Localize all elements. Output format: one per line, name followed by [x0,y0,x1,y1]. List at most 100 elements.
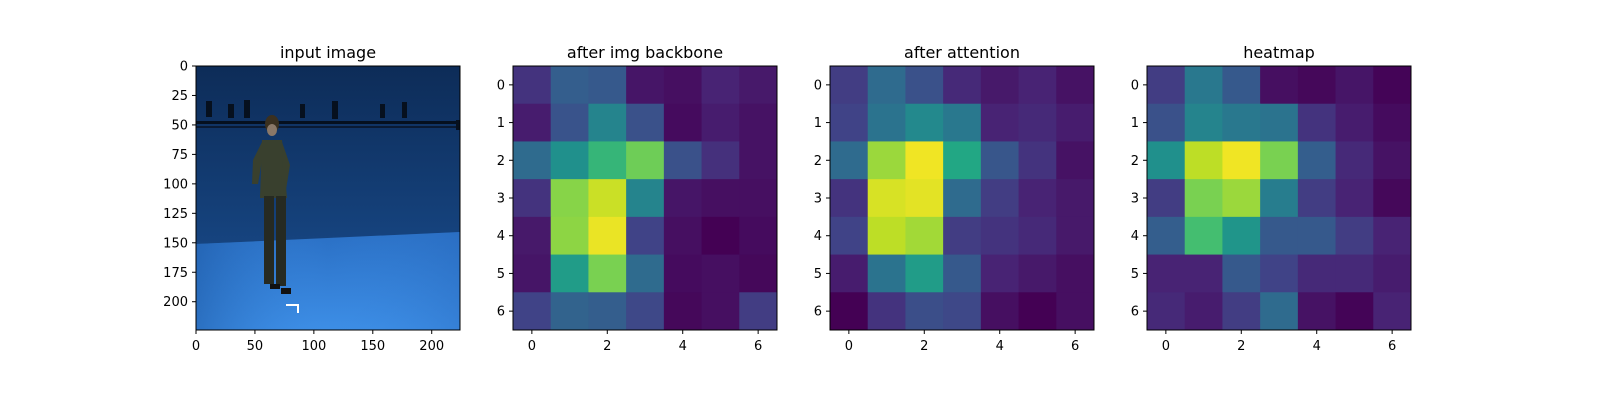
heatmap-cell [550,292,589,331]
heatmap-cell [588,292,627,331]
heatmap-cell [1018,292,1057,331]
x-tick-label: 4 [1313,339,1321,354]
heatmap-cell [1147,141,1186,180]
heatmap-cell [1018,66,1057,105]
axis-ticks: 0 2 4 6 0 1 2 3 4 5 6 [814,78,1080,354]
panel-input-image: input image [163,43,461,354]
heatmap-cell [701,141,740,180]
heatmap-cell [830,66,869,105]
heatmap-cell [513,141,552,180]
y-tick-label: 200 [163,295,188,310]
heatmap-cell [739,141,778,180]
y-tick-label: 6 [497,305,505,320]
y-tick-label: 5 [814,267,822,282]
x-tick-label: 6 [1388,339,1396,354]
heatmap-cells [513,66,778,331]
x-tick-label: 2 [1237,339,1245,354]
heatmap-cell [739,216,778,256]
heatmap-cell [1260,103,1299,142]
heatmap-cell [980,216,1020,256]
x-tick-label: 0 [528,339,536,354]
heatmap-cell [663,179,703,218]
heatmap-cell [663,66,703,105]
y-tick-label: 0 [497,78,505,93]
heatmap-cell [1222,292,1261,331]
heatmap-cell [980,66,1020,105]
heatmap-cell [626,292,665,331]
x-tick-label: 4 [996,339,1004,354]
heatmap-cell [1184,179,1223,218]
y-tick-label: 25 [171,89,188,104]
y-tick-label: 2 [1131,154,1139,169]
heatmap-cell [588,66,627,105]
heatmap-cell [626,179,665,218]
x-tick-label: 0 [845,339,853,354]
heatmap-cell [663,216,703,256]
heatmap-cell [1373,292,1412,331]
heatmap-cell [980,179,1020,218]
heatmap-cell [739,179,778,218]
heatmap-cell [867,141,906,180]
heatmap-cell [1184,141,1223,180]
heatmap-cell [626,216,665,256]
y-tick-label: 50 [171,118,188,133]
heatmap-cell [550,103,589,142]
x-tick-label: 2 [603,339,611,354]
heatmap-cell [1373,66,1412,105]
heatmap-cell [588,179,627,218]
heatmap-cell [1056,292,1095,331]
heatmap-cell [1147,216,1186,256]
heatmap-cell [1260,141,1299,180]
heatmap-cell [701,216,740,256]
heatmap-cell [1335,292,1374,331]
heatmap-cell [550,179,589,218]
heatmap-cell [1297,216,1337,256]
heatmap-cell [1018,103,1057,142]
heatmap-cell [701,103,740,142]
heatmap-cell [830,216,869,256]
heatmap-cell [626,103,665,142]
y-tick-label: 1 [1131,116,1139,131]
y-tick-label: 5 [1131,267,1139,282]
heatmap-cells [1147,66,1412,331]
heatmap-cell [1184,292,1223,331]
heatmap-cell [550,66,589,105]
y-tick-label: 6 [814,305,822,320]
axis-ticks: 0 2 4 6 0 1 2 3 4 5 6 [497,78,763,354]
heatmap-cell [867,179,906,218]
heatmap-cell [1297,254,1337,293]
panel-title: heatmap [1243,43,1315,62]
heatmap-cell [867,216,906,256]
heatmap-cell [943,66,982,105]
heatmap-cell [1297,179,1337,218]
x-tick-label: 150 [360,339,385,354]
heatmap-cell [550,141,589,180]
panel-after-attention: after attention 0 2 4 6 0 1 2 3 4 5 6 [814,43,1095,354]
x-tick-label: 0 [1162,339,1170,354]
y-tick-label: 4 [814,229,822,244]
heatmap-cell [513,216,552,256]
heatmap-cell [1147,66,1186,105]
heatmap-cell [867,254,906,293]
y-tick-label: 3 [1131,192,1139,207]
heatmap-cell [701,66,740,105]
heatmap-cell [905,254,944,293]
heatmap-cell [1222,103,1261,142]
heatmap-cell [1260,179,1299,218]
heatmap-cell [905,141,944,180]
heatmap-cell [943,292,982,331]
x-tick-label: 50 [247,339,264,354]
heatmap-cell [588,103,627,142]
heatmap-cell [1184,66,1223,105]
heatmap-cell [1297,66,1337,105]
heatmap-cell [1184,254,1223,293]
heatmap-cell [1147,179,1186,218]
heatmap-cell [1335,216,1374,256]
heatmap-cell [1056,254,1095,293]
heatmap-cell [1335,103,1374,142]
y-tick-label: 4 [1131,229,1139,244]
heatmap-cell [739,66,778,105]
heatmap-cell [1373,216,1412,256]
heatmap-cell [1056,216,1095,256]
y-tick-label: 175 [163,266,188,281]
